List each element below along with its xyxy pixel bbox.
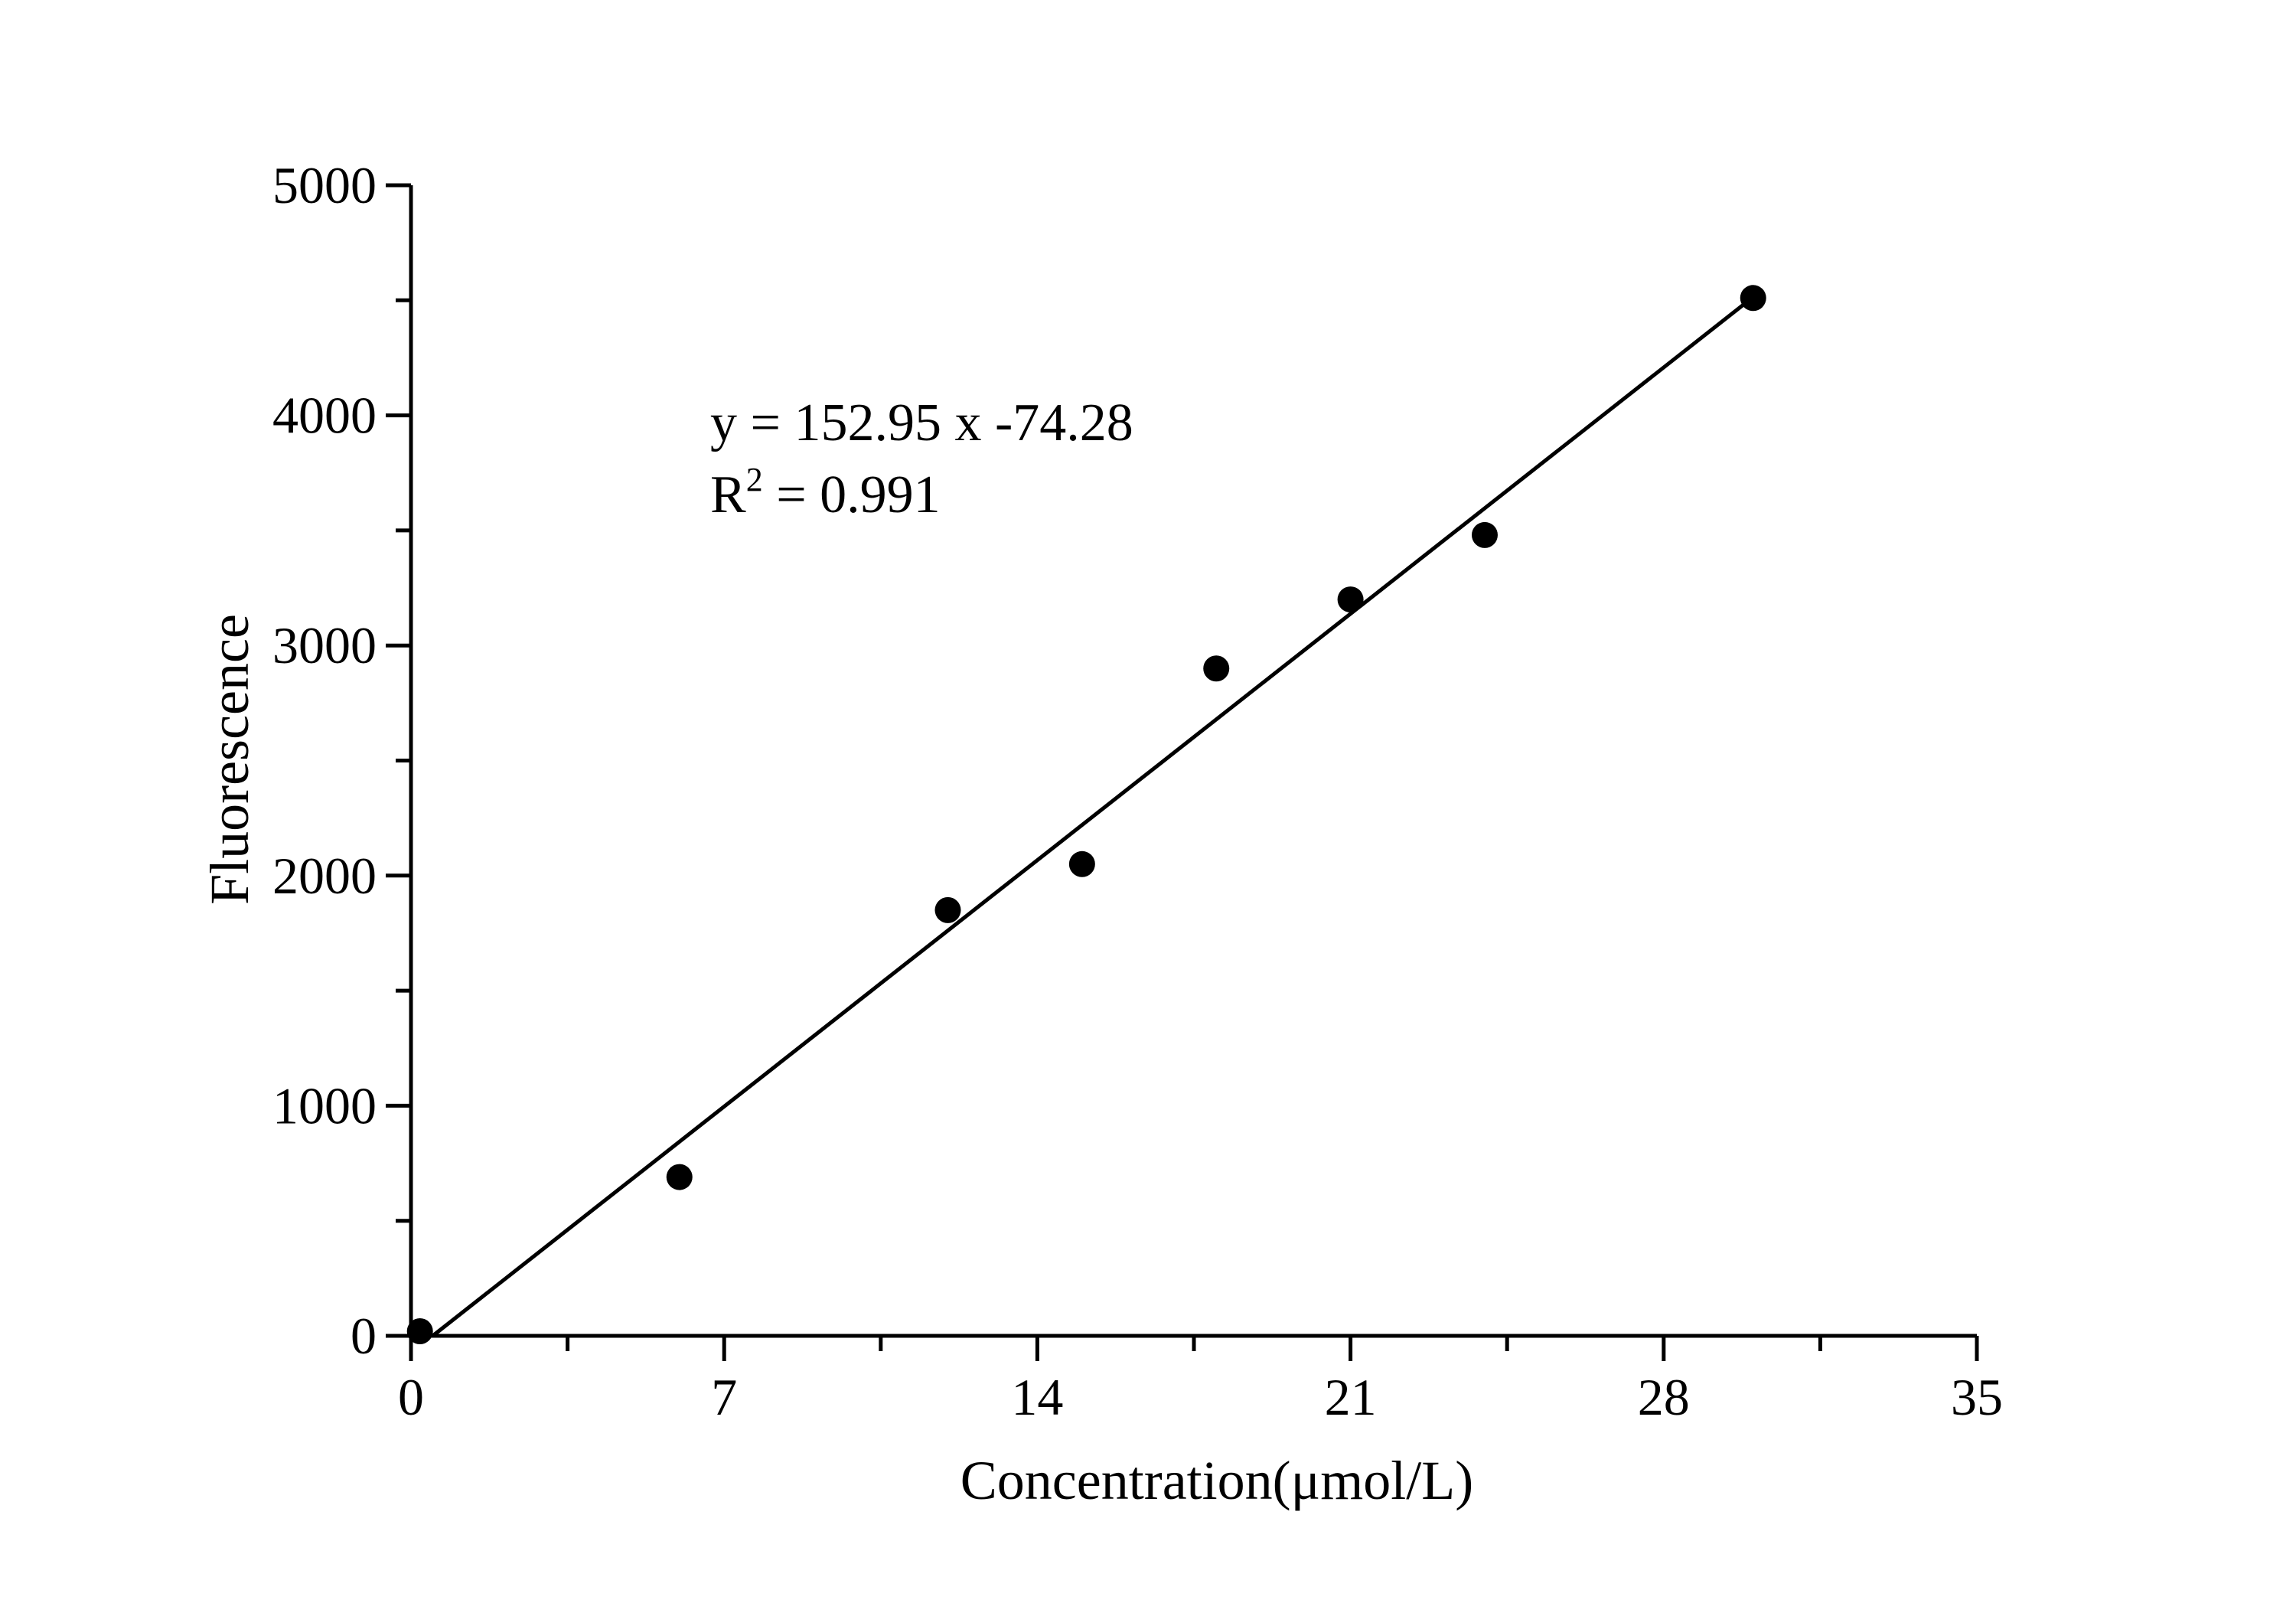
fit-line bbox=[431, 295, 1755, 1337]
data-point bbox=[1471, 521, 1498, 548]
x-tick-label: 21 bbox=[1325, 1368, 1377, 1426]
r-squared-value: = 0.991 bbox=[762, 465, 941, 524]
data-point bbox=[666, 1164, 693, 1190]
x-tick-label: 0 bbox=[398, 1368, 424, 1426]
data-point bbox=[1203, 655, 1230, 682]
x-axis-title: Concentration(μmol/L) bbox=[960, 1450, 1474, 1511]
x-tick-label: 14 bbox=[1011, 1368, 1063, 1426]
y-axis-title: Fluorescence bbox=[199, 614, 260, 905]
x-tick-label: 7 bbox=[711, 1368, 737, 1426]
y-tick-label: 0 bbox=[351, 1307, 377, 1365]
data-point bbox=[1337, 586, 1364, 613]
r-squared-base: R bbox=[710, 465, 746, 524]
y-tick-label: 3000 bbox=[272, 616, 377, 674]
fit-equation-label: y = 152.95 x -74.28 bbox=[710, 393, 1133, 452]
y-tick-label: 2000 bbox=[272, 847, 377, 905]
y-tick-label: 4000 bbox=[272, 387, 377, 445]
x-tick-label: 28 bbox=[1638, 1368, 1690, 1426]
y-tick-label: 1000 bbox=[272, 1076, 377, 1135]
data-point bbox=[934, 896, 961, 923]
data-point bbox=[1740, 285, 1766, 312]
r-squared-label: R2 = 0.991 bbox=[710, 463, 941, 524]
y-tick-label: 5000 bbox=[272, 156, 377, 214]
axis-lines bbox=[409, 185, 1977, 1338]
data-point bbox=[1068, 850, 1095, 877]
x-tick-label: 35 bbox=[1951, 1368, 2003, 1426]
r-squared-exponent: 2 bbox=[745, 461, 763, 498]
